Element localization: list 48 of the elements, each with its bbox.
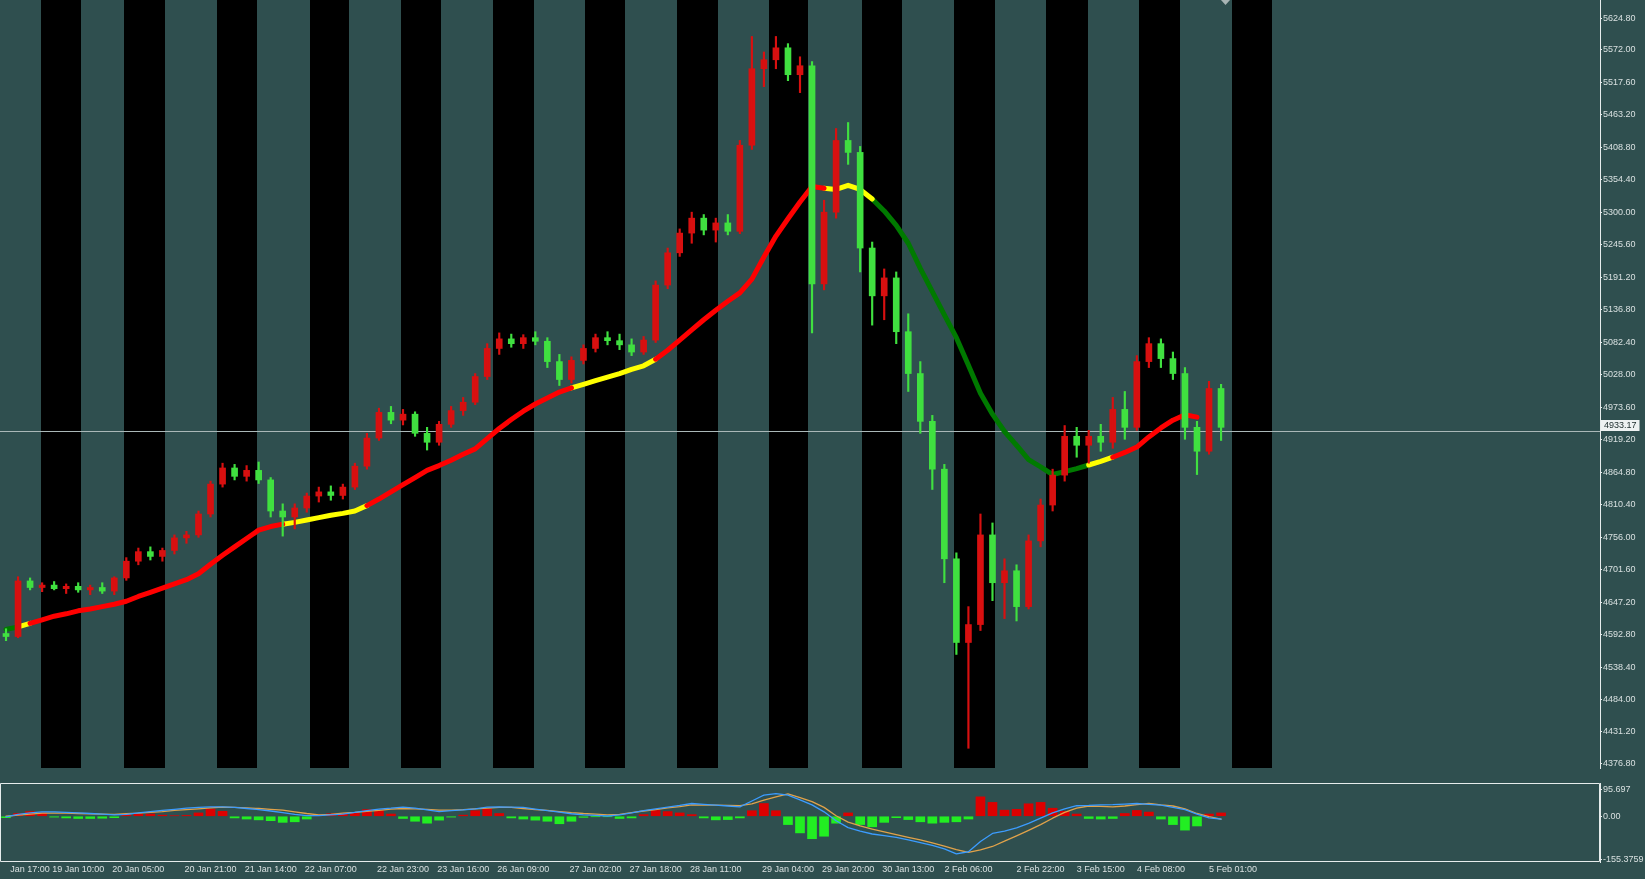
y-tick-label: 4701.60 xyxy=(1603,564,1636,575)
y-tick-label: 4756.00 xyxy=(1603,531,1636,542)
y-tick-label: 4810.40 xyxy=(1603,499,1636,510)
y-tick-label: 4864.80 xyxy=(1603,466,1636,477)
y-tick-label: 5354.40 xyxy=(1603,174,1636,185)
ref-line-label: 4933.17 xyxy=(1604,419,1637,430)
x-tick-label: 5 Feb 01:00 xyxy=(1209,863,1258,874)
x-tick-label: 22 Jan 07:00 xyxy=(304,863,357,874)
y-tick-label: 4973.60 xyxy=(1603,401,1636,412)
y-tick-label: 5517.60 xyxy=(1603,76,1636,87)
y-tick-label: 4919.20 xyxy=(1603,434,1636,445)
y-tick-label: 4538.40 xyxy=(1603,661,1636,672)
x-tick-label: 27 Jan 02:00 xyxy=(569,863,622,874)
y-tick-label: 5463.20 xyxy=(1603,109,1636,120)
y-tick-label: 5028.00 xyxy=(1603,369,1636,380)
x-tick-label: 28 Jan 11:00 xyxy=(690,863,742,874)
y-tick-label: 5624.80 xyxy=(1603,12,1636,23)
y-tick-label: 4484.00 xyxy=(1603,694,1636,705)
x-tick-label: 3 Feb 15:00 xyxy=(1076,863,1125,874)
y-tick-label: 5572.00 xyxy=(1603,44,1636,55)
y-tick-label: -155.3759 xyxy=(1603,853,1644,864)
y-tick-label: 4647.20 xyxy=(1603,596,1636,607)
x-tick-label: 21 Jan 14:00 xyxy=(244,863,297,874)
x-tick-label: 22 Jan 23:00 xyxy=(376,863,430,874)
y-tick-label: 95.697 xyxy=(1603,784,1631,795)
y-tick-label: 5136.80 xyxy=(1603,304,1636,315)
x-tick-label: 27 Jan 18:00 xyxy=(629,863,682,874)
x-tick-label: 2 Feb 06:00 xyxy=(944,863,993,874)
x-tick-label: 20 Jan 05:00 xyxy=(112,863,165,874)
y-tick-label: 5408.80 xyxy=(1603,141,1636,152)
y-tick-label: 4592.80 xyxy=(1603,629,1636,640)
x-tick-label: 2 Feb 22:00 xyxy=(1016,863,1065,874)
x-tick-label: 23 Jan 16:00 xyxy=(437,863,490,874)
y-tick-label: 5082.40 xyxy=(1603,336,1636,347)
y-tick-label: 4376.80 xyxy=(1603,758,1636,769)
x-tick-label: 30 Jan 13:00 xyxy=(882,863,935,874)
x-tick-label: 4 Feb 08:00 xyxy=(1136,863,1185,874)
x-tick-label: 19 Jan 10:00 xyxy=(52,863,105,874)
y-tick-label: 5191.20 xyxy=(1603,271,1636,282)
x-tick-label: Jan 17:00 xyxy=(10,863,50,874)
x-tick-label: 26 Jan 09:00 xyxy=(497,863,550,874)
x-tick-label: 29 Jan 20:00 xyxy=(822,863,875,874)
y-tick-label: 0.00 xyxy=(1603,810,1621,821)
x-tick-label: 20 Jan 21:00 xyxy=(184,863,237,874)
x-tick-label: 29 Jan 04:00 xyxy=(761,863,814,874)
y-tick-label: 4431.20 xyxy=(1603,725,1636,736)
y-tick-label: 5300.00 xyxy=(1603,206,1636,217)
y-tick-label: 5245.60 xyxy=(1603,239,1636,250)
